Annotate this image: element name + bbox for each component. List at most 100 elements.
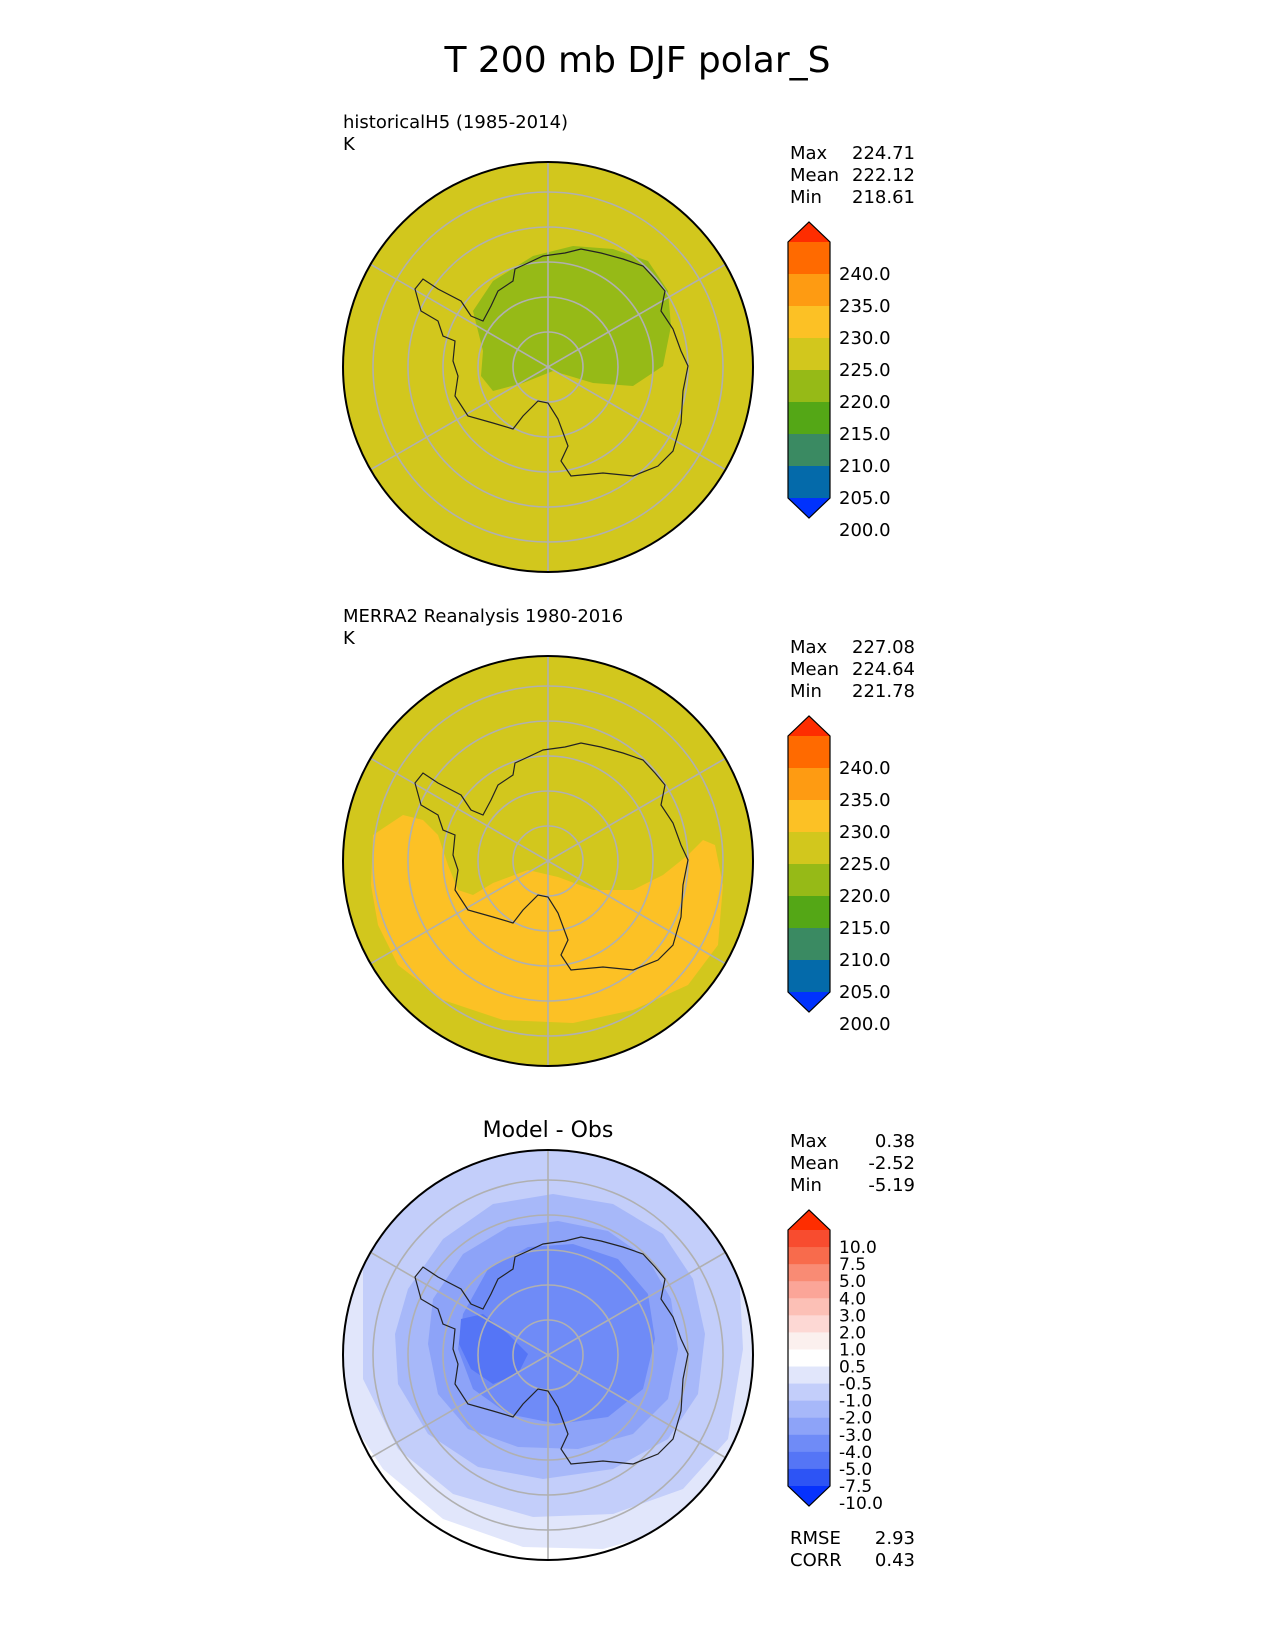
colorbar-bin [788, 896, 830, 929]
corr-value: 0.43 [874, 1550, 915, 1571]
colorbar-tick-label: 215.0 [839, 424, 891, 445]
colorbar-tick-label: 220.0 [839, 392, 891, 413]
colorbar-tick-label: -7.5 [839, 1477, 872, 1497]
mean-value: -2.52 [868, 1153, 915, 1174]
colorbar-outline [787, 1209, 831, 1507]
panel-1-title-line1: historicalH5 (1985-2014) [343, 112, 569, 133]
min-value: -5.19 [868, 1175, 915, 1196]
mean-value: 222.12 [852, 165, 915, 186]
coastline [414, 742, 689, 971]
rmse-value: 2.93 [874, 1528, 915, 1549]
colorbar-bin [788, 1349, 830, 1368]
colorbar-tick-label: 2.0 [839, 1323, 866, 1343]
colorbar-tick-label: 210.0 [839, 950, 891, 971]
panel-3-colorbar: 10.07.55.04.03.02.01.00.5-0.5-1.0-2.0-3.… [787, 1209, 883, 1514]
colorbar-outline [787, 715, 831, 1013]
colorbar-bin [788, 402, 830, 435]
colorbar-tick-label: -1.0 [839, 1392, 872, 1412]
colorbar-bin [788, 864, 830, 897]
colorbar-bin [788, 928, 830, 961]
min-value: 221.78 [852, 681, 915, 702]
colorbar-bin [788, 1281, 830, 1299]
region-215-220 [473, 246, 671, 391]
colorbar-tick-label: 1.0 [839, 1340, 866, 1360]
panel-2-units: K [343, 628, 355, 649]
panel-2-title-line1: MERRA2 Reanalysis 1980-2016 [343, 606, 624, 627]
region-neg7.5-neg5 [459, 1314, 528, 1384]
max-label: Max [790, 143, 828, 164]
min-value: 218.61 [852, 187, 915, 208]
colorbar-tick-label: 4.0 [839, 1289, 866, 1309]
colorbar-tick-label: 230.0 [839, 328, 891, 349]
colorbar-tick-label: 240.0 [839, 758, 891, 779]
max-label: Max [790, 1131, 828, 1152]
colorbar-bin [788, 242, 830, 275]
colorbar-bin [788, 1298, 830, 1316]
colorbar-bin [788, 1451, 830, 1470]
colorbar-bin [788, 1486, 830, 1506]
colorbar-tick-label: 200.0 [839, 520, 891, 541]
min-label: Min [790, 1175, 822, 1196]
min-label: Min [790, 187, 822, 208]
colorbar-bin [788, 1434, 830, 1453]
mean-value: 224.64 [852, 659, 915, 680]
graticule [369, 162, 727, 572]
figure-title: T 200 mb DJF polar_S [444, 40, 831, 81]
max-value: 224.71 [852, 143, 915, 164]
colorbar-bin [788, 768, 830, 801]
colorbar-tick-label: 3.0 [839, 1306, 866, 1326]
panel-1-title: historicalH5 (1985-2014) K [343, 112, 568, 156]
colorbar-tick-label: -10.0 [839, 1494, 883, 1514]
max-value: 227.08 [852, 637, 915, 658]
colorbar-tick-label: 200.0 [839, 1014, 891, 1035]
colorbar-tick-label: 225.0 [839, 360, 891, 381]
mean-label: Mean [790, 1153, 840, 1174]
colorbar-tick-label: -2.0 [839, 1409, 872, 1429]
colorbar-bin [788, 1210, 830, 1230]
colorbar-outline [787, 221, 831, 519]
colorbar-bin [788, 274, 830, 307]
rmse-label: RMSE [790, 1528, 841, 1549]
corr-label: CORR [790, 1550, 842, 1571]
colorbar-tick-label: 235.0 [839, 296, 891, 317]
mean-label: Mean [790, 659, 840, 680]
colorbar-bin [788, 1366, 830, 1385]
colorbar-tick-label: 230.0 [839, 822, 891, 843]
max-value: 0.38 [874, 1131, 915, 1152]
colorbar-tick-label: 240.0 [839, 264, 891, 285]
panel-2-map [342, 655, 754, 1067]
colorbar-tick-label: 225.0 [839, 854, 891, 875]
colorbar-bin [788, 370, 830, 403]
panel-1-colorbar: 240.0 235.0 230.0 225.0 220.0 215.0 210.0 205.0… [787, 221, 891, 541]
colorbar-tick-label: -4.0 [839, 1443, 872, 1463]
colorbar-bin [788, 1264, 830, 1282]
colorbar-bin [788, 960, 830, 993]
colorbar-bin [788, 1247, 830, 1265]
coastline [414, 1236, 689, 1465]
panel-3-title: Model - Obs [482, 1118, 614, 1143]
colorbar-bin [788, 434, 830, 467]
colorbar-bin [788, 1315, 830, 1333]
panel-1-units: K [343, 134, 355, 155]
mean-label: Mean [790, 165, 840, 186]
colorbar-bin [788, 716, 830, 736]
colorbar-bin [788, 466, 830, 499]
colorbar-bin [788, 1400, 830, 1419]
colorbar-tick-label: 205.0 [839, 488, 891, 509]
colorbar-tick-label: 7.5 [839, 1255, 866, 1275]
colorbar-bin [788, 736, 830, 769]
panel-3-metrics: RMSE 2.93 CORR 0.43 [790, 1528, 915, 1572]
colorbar-bin [788, 1417, 830, 1436]
min-label: Min [790, 681, 822, 702]
colorbar-bin [788, 1230, 830, 1248]
colorbar-tick-label: 210.0 [839, 456, 891, 477]
panel-1-map [342, 161, 754, 573]
colorbar-tick-label: 0.5 [839, 1358, 866, 1378]
panel-1-stats: Max 224.71 Mean 222.12 Min 218.61 [790, 143, 915, 209]
panel-3-stats: Max 0.38 Mean -2.52 Min -5.19 [790, 1131, 915, 1197]
colorbar-tick-label: -3.0 [839, 1426, 872, 1446]
colorbar-tick-label: -0.5 [839, 1375, 872, 1395]
panel-3-map [342, 1149, 754, 1561]
colorbar-bin [788, 800, 830, 833]
colorbar-bin [788, 1383, 830, 1402]
